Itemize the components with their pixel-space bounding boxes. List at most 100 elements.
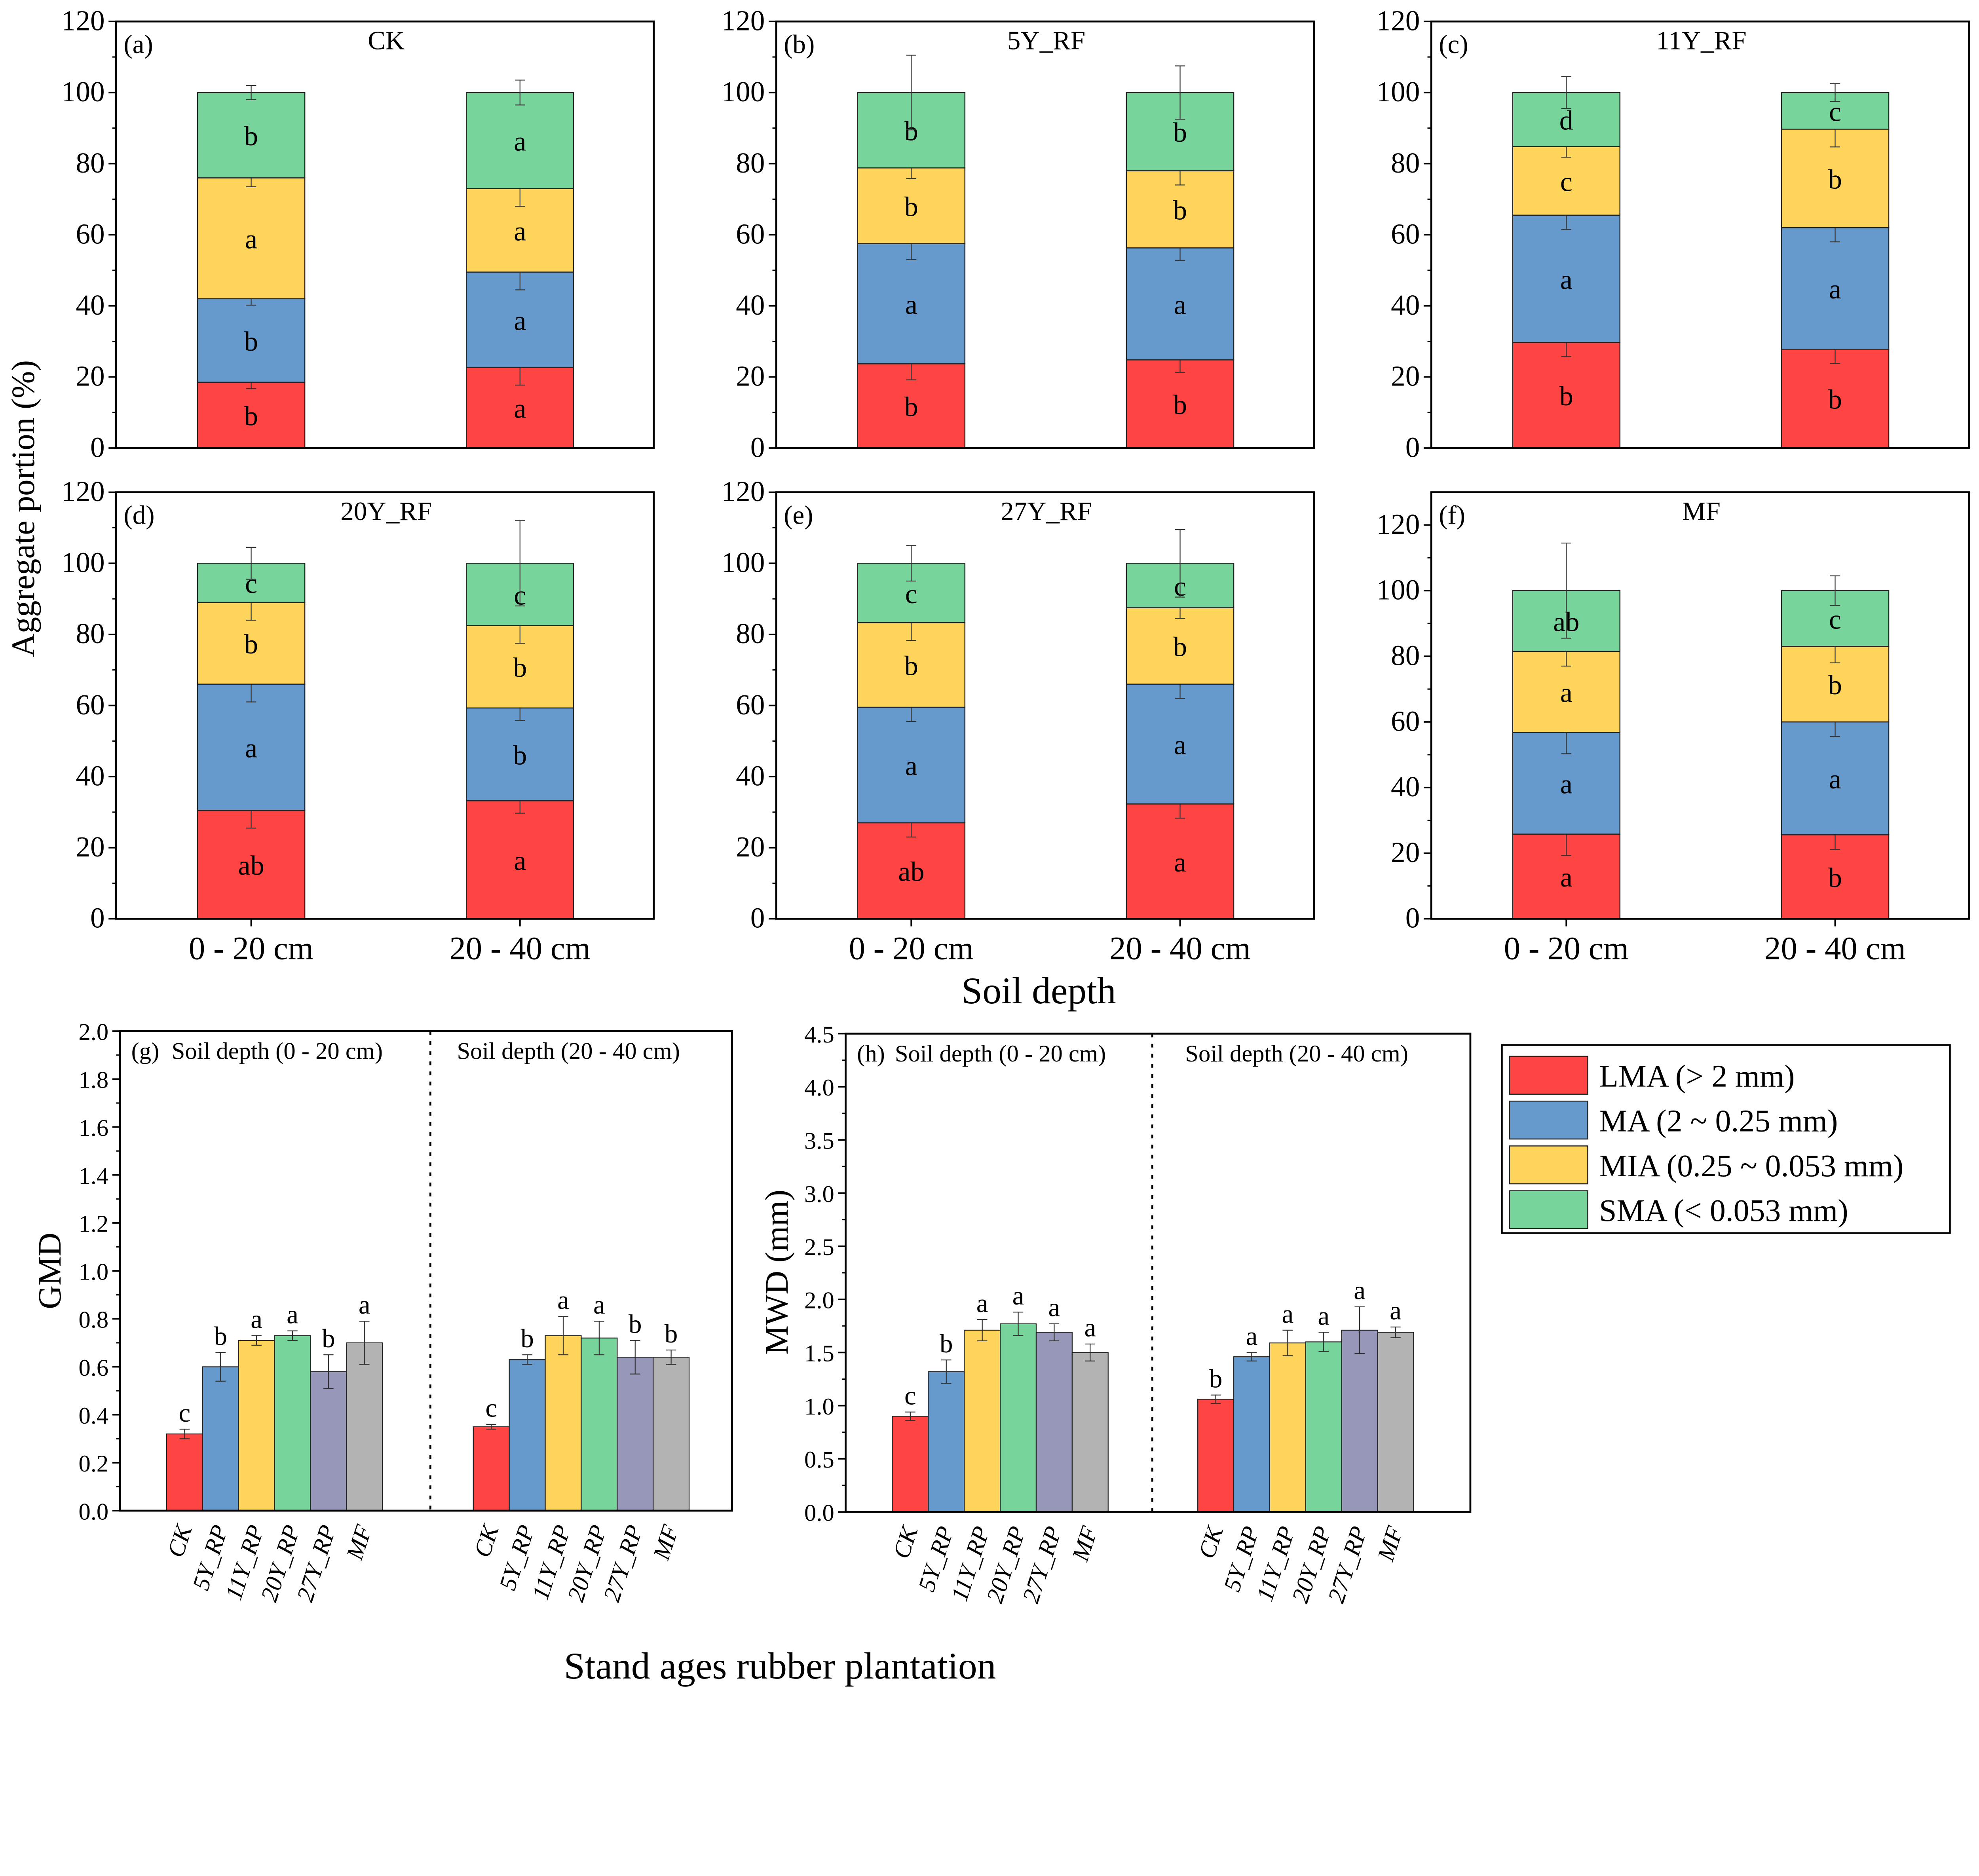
y-tick-label: 0.8 (78, 1307, 108, 1333)
y-tick-label: 120 (61, 5, 105, 37)
significance-letter: a (1012, 1281, 1024, 1310)
significance-letter: a (359, 1290, 370, 1320)
y-tick-label: 100 (1376, 76, 1420, 108)
group-label: Soil depth (20 - 40 cm) (457, 1038, 680, 1064)
significance-letter: a (1174, 729, 1186, 760)
y-tick-label: 100 (1376, 574, 1420, 606)
y-tick-label: 0.5 (804, 1447, 834, 1473)
significance-letter: a (1084, 1313, 1096, 1342)
y-tick-label: 100 (61, 76, 105, 108)
bar (1071, 1352, 1109, 1513)
plot-frame (775, 491, 1315, 920)
bar-segment-ma (465, 707, 574, 801)
panel-title: MF (1682, 497, 1721, 526)
bar (1377, 1332, 1414, 1513)
bar (274, 1335, 311, 1511)
significance-letter: d (1559, 105, 1573, 136)
y-axis-label-stacked: Aggregate portion (%) (5, 360, 41, 657)
bar (928, 1371, 965, 1513)
y-tick-label: 0.2 (78, 1451, 108, 1477)
plot-frame (775, 20, 1315, 449)
significance-letter: c (905, 579, 917, 610)
y-tick-label: 2.5 (804, 1234, 834, 1261)
y-tick-label: 100 (721, 547, 765, 579)
significance-letter: a (1174, 847, 1186, 878)
panel-label: (c) (1439, 30, 1468, 59)
y-tick-label: 120 (1376, 508, 1420, 540)
significance-letter: a (514, 393, 526, 424)
y-tick-label: 60 (736, 218, 765, 250)
y-tick-label: 0 (90, 431, 105, 463)
significance-letter: b (1209, 1364, 1222, 1394)
legend-label: MA (2 ~ 0.25 mm) (1599, 1104, 1838, 1139)
bar-segment-lma (1126, 359, 1235, 449)
y-tick-label: 20 (76, 831, 104, 863)
y-tick-label: 120 (61, 475, 105, 507)
bar-segment-ma (1781, 721, 1890, 835)
x-tick-label: CK (1193, 1522, 1229, 1562)
bar (509, 1359, 546, 1511)
y-tick-label: 20 (736, 831, 765, 863)
y-tick-label: 1.2 (78, 1211, 108, 1237)
bar-segment-mia (1126, 607, 1235, 685)
y-tick-label: 80 (736, 147, 765, 179)
significance-letter: a (905, 289, 917, 320)
y-tick-label: 60 (76, 689, 104, 721)
bar-segment-ma (197, 684, 306, 811)
significance-letter: c (179, 1398, 190, 1428)
significance-letter: b (904, 391, 918, 422)
plot-frame (845, 1033, 1472, 1513)
y-tick-label: 4.0 (804, 1075, 834, 1101)
panel-label: (d) (123, 500, 154, 530)
y-tick-label: 0.4 (78, 1403, 108, 1429)
legend-label: LMA (> 2 mm) (1599, 1059, 1795, 1094)
significance-letter: a (1560, 264, 1573, 295)
significance-letter: b (1828, 670, 1842, 701)
x-tick-label: 0 - 20 cm (849, 930, 974, 966)
y-axis-label-mwd: MWD (mm) (758, 1190, 795, 1355)
bar (581, 1337, 618, 1511)
panel-title: 20Y_RF (340, 497, 432, 526)
bar-panel-h: 0.00.51.01.52.02.53.03.54.04.5cCKb5Y_RPa… (804, 1022, 1472, 1606)
y-tick-label: 20 (1391, 360, 1420, 392)
significance-letter: b (513, 652, 527, 683)
y-tick-label: 40 (1391, 289, 1420, 321)
y-tick-label: 80 (736, 617, 765, 649)
bar-segment-lma (1126, 803, 1235, 919)
y-tick-label: 80 (76, 617, 104, 649)
bar (1341, 1329, 1378, 1513)
y-tick-label: 0 (1405, 902, 1420, 934)
bar (202, 1366, 239, 1511)
group-label: Soil depth (20 - 40 cm) (1185, 1041, 1408, 1067)
bar-segment-ma (857, 706, 966, 824)
significance-letter: a (514, 305, 526, 336)
significance-letter: b (244, 401, 258, 431)
group-label: Soil depth (0 - 20 cm) (895, 1041, 1106, 1067)
bar-segment-ma (197, 298, 306, 383)
legend: LMA (> 2 mm) MA (2 ~ 0.25 mm) MIA (0.25 ~ … (1501, 1044, 1951, 1234)
y-tick-label: 40 (1391, 771, 1420, 803)
y-tick-label: 80 (1391, 639, 1420, 671)
y-tick-label: 1.4 (78, 1163, 108, 1189)
significance-letter: a (251, 1305, 262, 1334)
significance-letter: a (1560, 862, 1573, 893)
bar-segment-ma (1512, 215, 1621, 343)
y-tick-label: 1.5 (804, 1341, 834, 1367)
significance-letter: a (1282, 1299, 1293, 1329)
significance-letter: b (214, 1322, 227, 1351)
x-tick-label: 20 - 40 cm (449, 930, 591, 966)
x-tick-label: CK (888, 1522, 924, 1562)
significance-letter: c (1560, 167, 1573, 197)
bar (653, 1357, 690, 1511)
bar-segment-lma (197, 382, 306, 449)
bar (1269, 1342, 1306, 1513)
significance-letter: b (520, 1324, 534, 1353)
significance-letter: b (904, 651, 918, 682)
significance-letter: b (244, 629, 258, 660)
bar-segment-ma (1126, 247, 1235, 361)
y-tick-label: 100 (61, 547, 105, 579)
legend-label: SMA (< 0.053 mm) (1599, 1193, 1848, 1228)
bar (1197, 1399, 1235, 1513)
